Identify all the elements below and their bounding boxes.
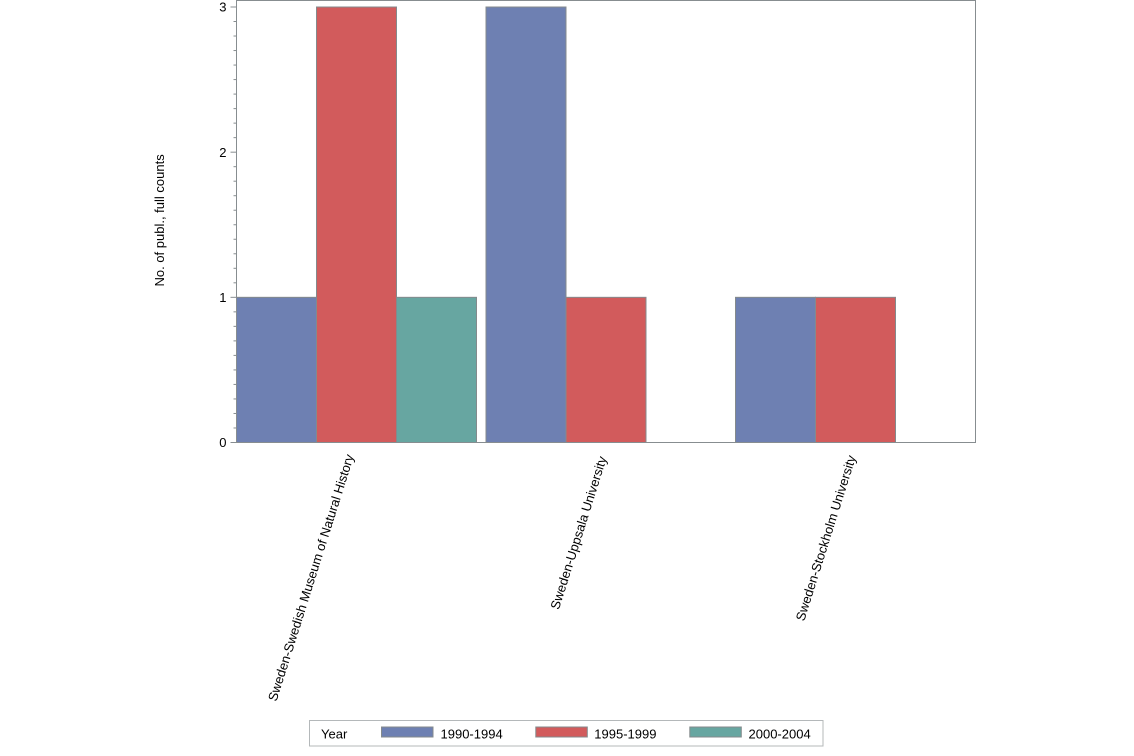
svg-text:2: 2 xyxy=(219,145,226,160)
svg-text:0: 0 xyxy=(219,435,226,450)
svg-text:Sweden-Stockholm University: Sweden-Stockholm University xyxy=(793,453,859,623)
svg-text:Sweden-Uppsala University: Sweden-Uppsala University xyxy=(547,454,609,611)
svg-text:3: 3 xyxy=(219,0,226,15)
svg-text:1: 1 xyxy=(219,290,226,305)
svg-text:No. of publ., full counts: No. of publ., full counts xyxy=(152,154,167,287)
svg-text:Year: Year xyxy=(321,726,348,741)
svg-text:Sweden-Swedish Museum of Natur: Sweden-Swedish Museum of Natural History xyxy=(265,452,357,703)
svg-text:2000-2004: 2000-2004 xyxy=(749,726,811,741)
svg-text:1995-1999: 1995-1999 xyxy=(594,726,656,741)
svg-text:1990-1994: 1990-1994 xyxy=(441,726,503,741)
